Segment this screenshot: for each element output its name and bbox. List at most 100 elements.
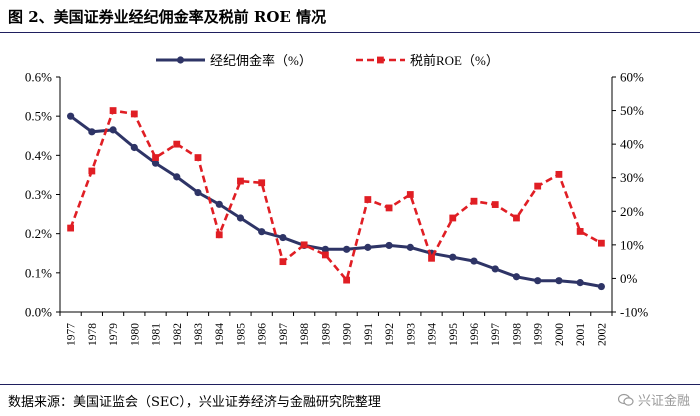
roe-point [364,196,372,203]
roe-point [130,110,138,118]
commission-point [491,265,499,273]
right-tick-label: 0% [620,271,638,286]
roe-point [88,167,96,175]
x-tick-label: 1982 [172,323,184,346]
x-tick-label: 1991 [363,323,375,346]
x-tick-label: 2000 [554,323,566,346]
roe-point [237,177,244,185]
commission-point [449,253,457,261]
x-tick-label: 1994 [427,323,439,346]
legend-roe-marker [377,56,384,64]
roe-point [215,231,223,239]
x-tick-label: 1992 [384,323,396,346]
commission-point [215,200,223,208]
commission-point [321,245,329,253]
x-tick-label: 1980 [129,323,141,346]
x-tick-label: 1987 [278,323,290,346]
commission-point [109,126,117,134]
x-tick-label: 1999 [533,323,545,346]
commission-point [279,233,287,242]
x-tick-label: 1997 [490,323,502,346]
left-tick-label: 0.0% [25,305,52,320]
x-tick-label: 1998 [511,323,523,346]
roe-point [534,182,542,190]
roe-point [449,214,457,222]
title-rule [0,32,700,33]
x-tick-label: 1996 [469,323,481,346]
roe-point [555,170,563,178]
roe-point [513,214,520,222]
source-rule [0,384,700,385]
commission-point [597,282,605,291]
legend-roe-label: 税前ROE（%） [410,53,499,68]
roe-point [194,154,202,161]
x-tick-label: 2002 [596,323,608,346]
x-tick-label: 1981 [151,323,163,346]
commission-point [151,159,160,167]
roe-point [321,251,329,259]
source-note: 数据来源：美国证监会（SEC），兴业证券经济与金融研究院整理 [8,395,381,410]
roe-point [428,254,435,262]
roe-point [258,179,266,187]
wechat-icon [617,393,634,406]
left-tick-label: 0.1% [25,265,52,280]
figure-title: 图 2、美国证券业经纪佣金率及税前 ROE 情况 [8,8,327,26]
commission-point [88,128,96,136]
right-tick-label: 20% [620,204,644,219]
commission-point [236,214,245,222]
x-tick-label: 1989 [320,323,332,346]
commission-point [534,277,542,285]
x-tick-label: 1983 [193,323,205,346]
commission-point [555,277,563,285]
roe-point [470,197,478,205]
roe-point [406,191,414,198]
legend-commission-label: 经纪佣金率（%） [210,53,312,68]
x-tick-label: 1984 [214,323,226,346]
roe-point [300,241,308,249]
roe-point [67,224,75,232]
roe-point [576,228,584,235]
roe-point [385,204,393,212]
roe-point [173,140,181,148]
commission-point [576,279,584,287]
right-tick-label: 30% [620,170,644,185]
x-tick-label: 1988 [299,323,311,346]
legend-commission-marker [176,56,185,64]
right-tick-label: 10% [620,237,644,252]
x-tick-label: 1985 [235,323,247,346]
x-tick-label: 1978 [87,323,99,346]
roe-point [491,201,499,208]
roe-point [279,258,287,266]
roe-point [343,276,351,284]
commission-series-line [69,114,602,288]
left-tick-label: 0.5% [25,109,52,124]
left-tick-label: 0.3% [25,187,52,202]
roe-point [597,239,605,247]
commission-point [385,241,393,250]
x-tick-label: 1993 [405,323,417,346]
right-tick-label: 40% [620,137,644,152]
legend: 经纪佣金率（%） 税前ROE（%） [156,53,499,68]
commission-point [130,143,138,152]
roe-point [152,154,159,161]
plot-area: 0.0% 0.1% 0.2% 0.3% 0.4% 0.5% 0.6% -10% 0% 10% 20%… [25,53,648,346]
right-tick-label: -10% [620,305,648,320]
commission-point [512,273,521,281]
chart: 0.0% 0.1% 0.2% 0.3% 0.4% 0.5% 0.6% -10% 0% 10% 20%… [25,53,648,346]
x-tick-label: 1990 [342,323,354,346]
commission-point [364,243,372,251]
x-tick-label: 1979 [108,323,120,346]
commission-point [343,245,351,253]
left-tick-label: 0.4% [25,148,52,163]
commission-point [470,257,478,265]
watermark: 兴证金融 [617,390,690,409]
commission-point [173,173,181,181]
x-tick-label: 2001 [575,323,587,346]
right-tick-label: 60% [620,70,644,85]
left-tick-label: 0.2% [25,226,52,241]
roe-series-line [69,109,603,283]
watermark-text: 兴证金融 [637,394,690,409]
right-tick-label: 50% [620,103,644,118]
x-tick-label: 1995 [448,323,460,346]
commission-point [67,112,75,120]
